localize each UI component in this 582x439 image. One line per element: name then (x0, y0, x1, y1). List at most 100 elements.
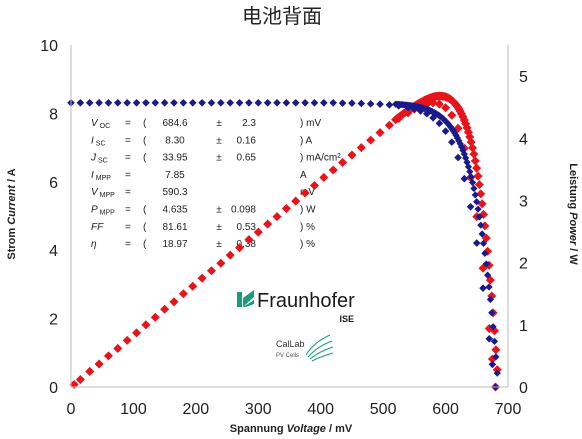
current-point (301, 98, 309, 107)
current-point (217, 98, 225, 107)
param-eq: = (125, 153, 131, 164)
power-point (150, 312, 160, 322)
current-point (376, 100, 384, 108)
power-point (178, 289, 188, 299)
power-point (244, 235, 254, 245)
current-point (188, 98, 197, 107)
power-point (132, 328, 142, 338)
current-point (104, 98, 113, 107)
current-point (457, 143, 466, 151)
param-paren: ( (143, 153, 147, 164)
x-tick-label: 500 (370, 401, 397, 418)
current-point (488, 309, 496, 317)
current-point (320, 98, 328, 107)
power-point (85, 366, 95, 376)
power-point (281, 204, 291, 214)
x-tick-label: 400 (307, 401, 334, 418)
power-point (473, 171, 483, 181)
param-paren: ( (143, 135, 147, 146)
param-unit: ) mV (300, 118, 321, 129)
power-point (469, 149, 479, 159)
current-point (460, 150, 468, 158)
power-point (468, 143, 478, 153)
param-val: 8.30 (165, 135, 185, 146)
param-unc: 0.53 (237, 222, 257, 233)
param-unc: 2.3 (242, 118, 256, 129)
callab-swirl-icon (305, 334, 334, 362)
power-point (441, 103, 451, 113)
param-val: 4.635 (162, 205, 187, 216)
param-paren: ( (143, 205, 147, 216)
x-tick-label: 200 (183, 401, 210, 418)
power-point (291, 196, 301, 206)
current-point (456, 140, 464, 148)
param-val: 81.61 (162, 222, 187, 233)
current-point (466, 168, 474, 176)
param-unit: ) mA/cm² (300, 153, 341, 164)
param-unc: 0.65 (237, 153, 257, 164)
current-point (207, 98, 216, 107)
power-point (476, 189, 486, 199)
current-point (490, 337, 499, 346)
power-point (225, 250, 235, 260)
param-symbol: V MPP (91, 187, 115, 199)
x-tick-label: 300 (245, 401, 272, 418)
chart-title: 电池背面 (242, 4, 322, 28)
param-val: 7.85 (165, 170, 185, 181)
current-point (226, 98, 234, 107)
power-point (356, 143, 366, 153)
power-point (235, 243, 245, 253)
x-tick-label: 100 (120, 401, 147, 418)
current-point (460, 174, 469, 183)
current-point (478, 230, 486, 238)
power-point (216, 258, 226, 268)
y-tick-label: 8 (49, 106, 58, 123)
param-pm: ± (216, 205, 222, 216)
current-point (282, 98, 291, 107)
param-paren: ( (143, 239, 147, 250)
current-point (357, 99, 366, 108)
param-symbol: P MPP (91, 205, 115, 217)
param-unit: ) W (300, 205, 316, 216)
current-point (486, 295, 494, 304)
power-point (188, 281, 198, 291)
power-point (491, 345, 501, 355)
y2-tick-label: 0 (519, 380, 528, 397)
current-point (477, 221, 485, 229)
param-val: 590.3 (162, 187, 187, 198)
param-unit: ) % (300, 222, 315, 233)
current-point (485, 334, 494, 343)
current-point (462, 154, 470, 162)
current-point (385, 101, 394, 109)
param-symbol: I SC (91, 135, 106, 147)
current-point (245, 98, 253, 107)
power-point (103, 351, 113, 361)
logo-sub: ISE (339, 314, 354, 324)
current-point (451, 129, 459, 137)
logo-name: Fraunhofer (257, 290, 355, 312)
current-point (455, 137, 463, 145)
fraunhofer-mark-icon (237, 290, 254, 307)
power-point (470, 156, 480, 166)
power-point (160, 304, 170, 314)
callab-name: CalLab (276, 339, 305, 349)
x-tick-label: 700 (495, 401, 522, 418)
y2-tick-label: 5 (519, 69, 528, 86)
power-point (75, 375, 85, 385)
y2-tick-label: 2 (519, 256, 528, 273)
current-point (463, 158, 471, 166)
current-point (452, 131, 460, 140)
power-series (69, 91, 502, 392)
current-point (448, 138, 456, 146)
current-point (489, 323, 497, 331)
current-point (310, 98, 319, 107)
current-point (235, 98, 244, 107)
current-point (263, 98, 272, 107)
current-point (170, 98, 178, 107)
current-point (470, 184, 478, 193)
param-val: 684.6 (162, 118, 187, 129)
current-point (329, 98, 337, 107)
current-point (474, 205, 482, 213)
power-point (206, 266, 216, 276)
